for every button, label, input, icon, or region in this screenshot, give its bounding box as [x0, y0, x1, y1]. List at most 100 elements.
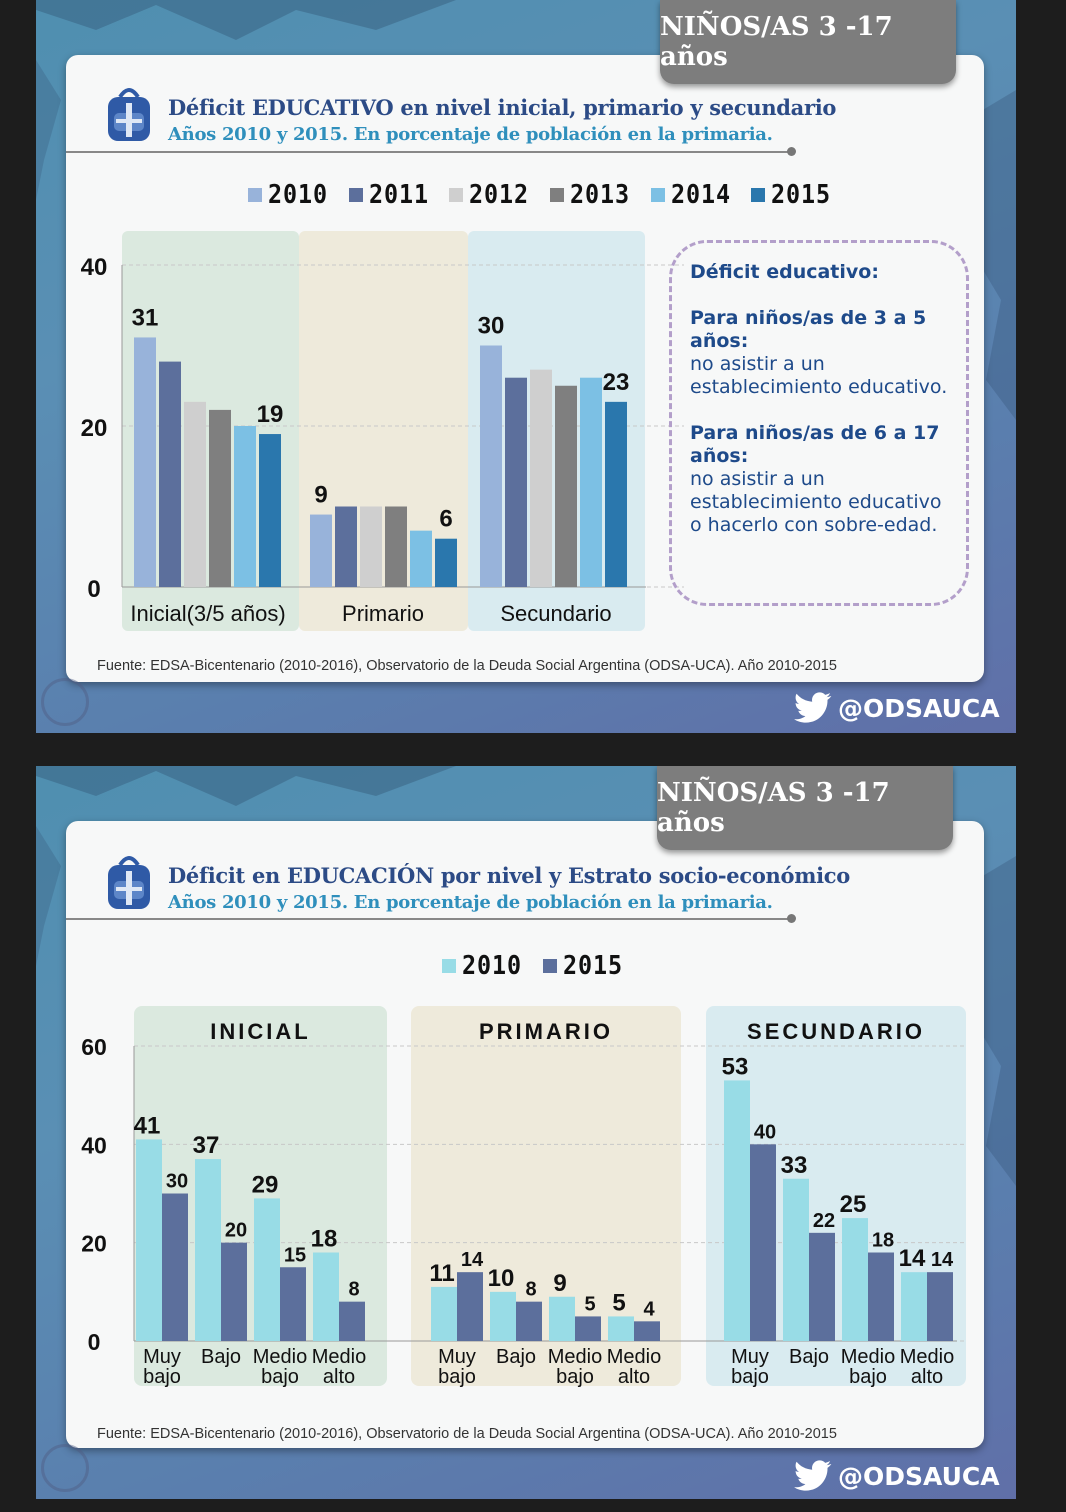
age-group-tab: NIÑOS/AS 3 -17 años	[657, 766, 953, 850]
bar	[234, 426, 256, 587]
bar	[608, 1316, 634, 1341]
chart-legend: 2010 2011 2012 2013 2014 2015	[248, 180, 852, 210]
legend-label: 2011	[368, 180, 429, 210]
category-label: Muy	[438, 1346, 476, 1368]
data-label: 6	[439, 506, 452, 533]
category-label: Medio	[548, 1346, 602, 1368]
data-label: 33	[781, 1152, 808, 1179]
category-label: Bajo	[201, 1346, 241, 1368]
data-label: 4	[643, 1298, 655, 1320]
bar	[310, 514, 332, 587]
y-tick-label: 20	[81, 1231, 107, 1257]
data-label: 41	[134, 1112, 161, 1139]
twitter-handle[interactable]: @ODSAUCA	[794, 692, 1000, 724]
backpack-icon	[108, 88, 150, 141]
bar	[457, 1272, 483, 1341]
bar	[580, 377, 602, 587]
data-label: 10	[488, 1265, 515, 1292]
category-label: Medio	[312, 1346, 366, 1368]
slide-deficit-educativo: NIÑOS/AS 3 -17 años Déficit EDUCATIVO en…	[36, 0, 1016, 733]
legend-swatch	[542, 959, 557, 973]
bar	[605, 401, 627, 587]
legend-swatch	[650, 188, 665, 202]
bar	[360, 506, 382, 587]
category-label: Medio	[607, 1346, 661, 1368]
bar	[136, 1139, 162, 1341]
backpack-icon	[108, 856, 150, 909]
chart-bars-by-level: 0 20 40 Inicial(3/5 años) Primario Secundario…	[81, 231, 684, 631]
data-label: 40	[754, 1121, 776, 1143]
data-label: 30	[166, 1171, 188, 1193]
data-label: 11	[429, 1260, 454, 1287]
data-label: 14	[931, 1249, 954, 1271]
definition-group2-text: no asistir a un establecimiento educativ…	[690, 468, 942, 536]
category-label: Bajo	[496, 1346, 536, 1368]
legend-swatch	[449, 188, 464, 202]
y-tick-label: 40	[81, 1132, 107, 1158]
definition-group2-heading: Para niños/as de 6 a 17 años:	[690, 422, 940, 467]
legend-label: 2015	[771, 180, 832, 210]
bar	[530, 369, 552, 587]
category-label: Medio	[253, 1346, 307, 1368]
legend-item: 2015	[542, 951, 630, 981]
group-title: PRIMARIO	[479, 1019, 613, 1044]
data-label: 22	[813, 1210, 835, 1232]
bar	[480, 345, 502, 587]
bar	[724, 1080, 750, 1341]
chart-bars-by-stratum: INICIAL PRIMARIO SECUNDARIO02040604130Muyb…	[81, 1006, 967, 1388]
bar	[410, 530, 432, 587]
bar	[431, 1286, 457, 1341]
university-seal-icon	[41, 678, 89, 726]
bar	[335, 506, 357, 587]
legend-label: 2010	[268, 180, 328, 210]
data-label: 19	[257, 401, 284, 428]
category-label: Muy	[143, 1346, 181, 1368]
bar	[339, 1301, 365, 1341]
bar	[868, 1252, 894, 1341]
bar	[634, 1321, 660, 1341]
category-label: Primario	[342, 601, 424, 626]
bar	[254, 1198, 280, 1341]
bar	[280, 1267, 306, 1341]
bar	[783, 1178, 809, 1341]
category-label: Bajo	[789, 1346, 829, 1368]
data-label: 5	[584, 1293, 595, 1315]
bar	[555, 385, 577, 587]
twitter-handle[interactable]: @ODSAUCA	[794, 1460, 1000, 1492]
slide-deficit-estrato: NIÑOS/AS 3 -17 años Déficit en EDUCACIÓN…	[36, 766, 1016, 1499]
definition-group1-text: no asistir a un establecimiento educativ…	[690, 353, 948, 398]
legend-item: 2013	[549, 180, 637, 210]
chart-title: Déficit en EDUCACIÓN por nivel y Estrato…	[168, 863, 851, 888]
bar	[750, 1144, 776, 1341]
bar	[575, 1316, 601, 1341]
category-label: bajo	[438, 1366, 476, 1388]
data-label: 14	[461, 1249, 484, 1271]
category-label: Secundario	[500, 601, 611, 626]
bar	[162, 1193, 188, 1341]
data-label: 30	[478, 313, 505, 340]
title-rule	[66, 151, 792, 153]
y-tick-label: 0	[87, 576, 100, 603]
data-label: 15	[284, 1244, 306, 1266]
data-label: 5	[612, 1289, 625, 1316]
bar	[516, 1301, 542, 1341]
bar	[313, 1252, 339, 1341]
bar	[184, 401, 206, 587]
bar	[809, 1232, 835, 1341]
data-label: 31	[132, 304, 159, 331]
bar	[490, 1291, 516, 1341]
definition-box: Déficit educativo: Para niños/as de 3 a …	[669, 240, 969, 606]
data-label: 29	[252, 1171, 279, 1198]
data-label: 9	[553, 1270, 566, 1297]
bar	[195, 1159, 221, 1341]
data-label: 9	[314, 482, 327, 509]
data-label: 18	[872, 1230, 894, 1252]
data-label: 8	[525, 1279, 536, 1301]
title-rule	[66, 918, 792, 920]
category-label: bajo	[849, 1366, 887, 1388]
legend-label: 2015	[562, 951, 623, 981]
category-label: alto	[618, 1366, 650, 1388]
legend-swatch	[751, 188, 766, 202]
title-rule-dot	[787, 147, 796, 156]
legend-label: 2010	[462, 951, 522, 981]
